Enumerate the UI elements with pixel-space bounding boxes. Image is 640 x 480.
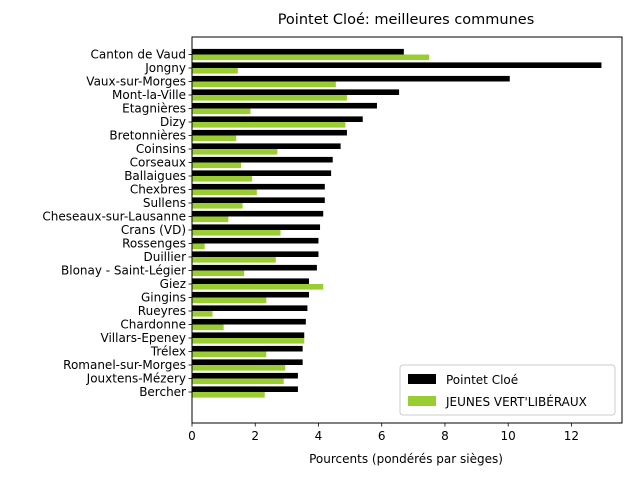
y-tick-label: Vaux-sur-Morges bbox=[86, 75, 186, 89]
y-tick-label: Rueyres bbox=[138, 304, 186, 318]
legend-box bbox=[399, 364, 616, 416]
y-tick-label: Chexbres bbox=[130, 183, 186, 197]
y-tick-label: Gingins bbox=[141, 291, 186, 305]
bar-jeunes-vert-liberaux bbox=[192, 324, 224, 331]
bar-pointet-cloe bbox=[192, 116, 363, 122]
bar-jeunes-vert-liberaux bbox=[192, 311, 213, 317]
bar-pointet-cloe bbox=[192, 251, 319, 257]
y-tick-label: Trélex bbox=[150, 345, 186, 359]
bar-pointet-cloe bbox=[192, 156, 333, 163]
bar-jeunes-vert-liberaux bbox=[192, 108, 251, 115]
bar-pointet-cloe bbox=[192, 210, 324, 217]
bar-pointet-cloe bbox=[192, 386, 298, 392]
x-axis: 0 2 4 6 8 10 12 bbox=[188, 423, 579, 443]
bar-jeunes-vert-liberaux bbox=[192, 392, 265, 398]
y-tick-label: Chardonne bbox=[120, 318, 186, 332]
bar-pointet-cloe bbox=[192, 237, 319, 244]
legend-label: Pointet Cloé bbox=[446, 373, 518, 387]
y-tick-label: Jouxtens-Mézery bbox=[86, 372, 186, 386]
bar-pointet-cloe bbox=[192, 102, 377, 109]
y-tick-label: Canton de Vaud bbox=[91, 48, 186, 62]
y-tick-label: Rossenges bbox=[122, 237, 186, 251]
bar-pointet-cloe bbox=[192, 372, 298, 379]
legend-swatch bbox=[408, 396, 436, 406]
y-tick-label: Bercher bbox=[139, 385, 186, 399]
y-tick-label: Corseaux bbox=[130, 156, 186, 170]
bar-pointet-cloe bbox=[192, 75, 510, 82]
y-tick-label: Duillier bbox=[144, 250, 187, 264]
bar-jeunes-vert-liberaux bbox=[192, 176, 253, 182]
y-tick-label: Cheseaux-sur-Lausanne bbox=[42, 210, 186, 224]
x-tick-label: 4 bbox=[315, 429, 323, 443]
bar-pointet-cloe bbox=[192, 224, 321, 230]
bars-group bbox=[192, 48, 602, 398]
y-tick-label: Ballaigues bbox=[124, 169, 186, 183]
bar-jeunes-vert-liberaux bbox=[192, 351, 267, 358]
legend-swatch bbox=[408, 374, 436, 384]
bar-jeunes-vert-liberaux bbox=[192, 135, 237, 142]
x-axis-label: Pourcents (pondérés par sièges) bbox=[309, 452, 503, 466]
chart-title: Pointet Cloé: meilleures communes bbox=[278, 12, 535, 28]
bar-jeunes-vert-liberaux bbox=[192, 378, 284, 385]
y-tick-label: Sullens bbox=[143, 196, 186, 210]
bar-pointet-cloe bbox=[192, 332, 305, 338]
bar-jeunes-vert-liberaux bbox=[192, 54, 430, 61]
bar-pointet-cloe bbox=[192, 48, 404, 55]
bar-pointet-cloe bbox=[192, 278, 309, 284]
bar-pointet-cloe bbox=[192, 143, 341, 149]
bar-jeunes-vert-liberaux bbox=[192, 162, 242, 169]
y-axis: Canton de VaudJongnyVaux-sur-MorgesMont-… bbox=[42, 48, 192, 399]
plot-frame bbox=[191, 36, 623, 424]
bar-pointet-cloe bbox=[192, 264, 317, 271]
legend-label: JEUNES VERT'LIBÉRAUX bbox=[445, 394, 587, 409]
bar-jeunes-vert-liberaux bbox=[192, 95, 347, 101]
y-tick-label: Villars-Epeney bbox=[101, 331, 187, 345]
y-tick-label: Bretonnières bbox=[109, 129, 186, 143]
bar-pointet-cloe bbox=[192, 345, 303, 352]
y-tick-label: Mont-la-Ville bbox=[112, 88, 186, 102]
x-tick-label: 2 bbox=[251, 429, 259, 443]
bar-jeunes-vert-liberaux bbox=[192, 338, 305, 344]
x-tick-label: 6 bbox=[378, 429, 386, 443]
bar-jeunes-vert-liberaux bbox=[192, 270, 245, 277]
bar-pointet-cloe bbox=[192, 359, 303, 365]
bar-jeunes-vert-liberaux bbox=[192, 365, 286, 371]
y-tick-label: Jongny bbox=[144, 61, 186, 75]
x-tick-label: 10 bbox=[501, 429, 516, 443]
bar-jeunes-vert-liberaux bbox=[192, 216, 229, 223]
bar-jeunes-vert-liberaux bbox=[192, 203, 243, 209]
bar-jeunes-vert-liberaux bbox=[192, 257, 276, 263]
bar-pointet-cloe bbox=[192, 305, 308, 311]
y-tick-label: Blonay - Saint-Légier bbox=[61, 264, 186, 278]
bar-jeunes-vert-liberaux bbox=[192, 68, 238, 74]
bar-jeunes-vert-liberaux bbox=[192, 189, 257, 196]
bar-pointet-cloe bbox=[192, 291, 309, 298]
y-tick-label: Giez bbox=[160, 277, 186, 291]
bar-pointet-cloe bbox=[192, 183, 325, 190]
x-tick-label: 0 bbox=[188, 429, 196, 443]
y-tick-label: Dizy bbox=[160, 115, 186, 129]
bar-jeunes-vert-liberaux bbox=[192, 243, 205, 250]
bar-jeunes-vert-liberaux bbox=[192, 149, 278, 155]
bar-pointet-cloe bbox=[192, 318, 306, 325]
y-tick-label: Etagnières bbox=[122, 102, 186, 116]
bar-jeunes-vert-liberaux bbox=[192, 230, 281, 236]
bar-jeunes-vert-liberaux bbox=[192, 81, 336, 88]
bar-pointet-cloe bbox=[192, 89, 400, 95]
bar-pointet-cloe bbox=[192, 62, 602, 68]
bar-jeunes-vert-liberaux bbox=[192, 297, 267, 304]
x-tick-label: 8 bbox=[441, 429, 449, 443]
y-tick-label: Crans (VD) bbox=[121, 223, 186, 237]
bar-pointet-cloe bbox=[192, 129, 347, 136]
bar-pointet-cloe bbox=[192, 170, 332, 176]
bar-jeunes-vert-liberaux bbox=[192, 122, 346, 128]
legend: Pointet Cloé JEUNES VERT'LIBÉRAUX bbox=[399, 364, 616, 416]
x-tick-label: 12 bbox=[564, 429, 579, 443]
y-tick-label: Coinsins bbox=[136, 142, 186, 156]
bar-pointet-cloe bbox=[192, 197, 325, 203]
y-tick-label: Romanel-sur-Morges bbox=[63, 358, 186, 372]
bar-jeunes-vert-liberaux bbox=[192, 284, 324, 290]
